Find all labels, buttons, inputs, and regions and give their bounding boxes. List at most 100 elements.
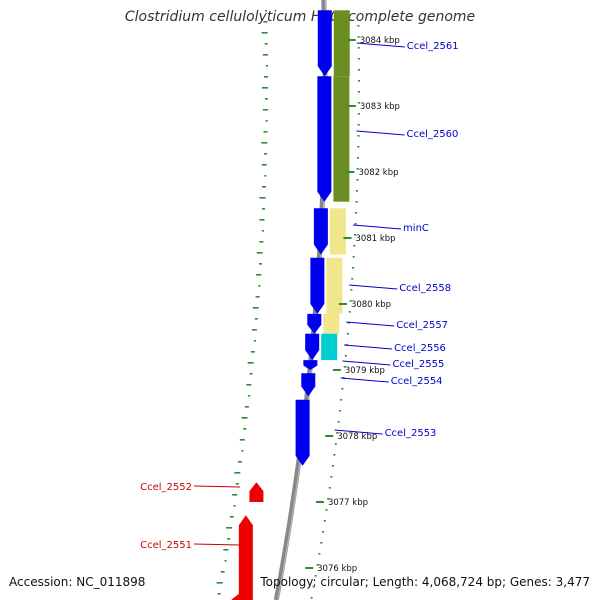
- gc-dot: [265, 120, 268, 122]
- topology-text: Topology: circular; Length: 4,068,724 bp…: [260, 575, 590, 589]
- cds-Ccel_2554: [301, 373, 316, 397]
- gc-dot: [262, 54, 268, 56]
- gc-dot: [256, 274, 262, 276]
- gene-label-Ccel_2554: Ccel_2554: [391, 376, 443, 387]
- cds-minC: [313, 208, 328, 255]
- gc-dot: [357, 36, 360, 38]
- gc-dot: [249, 373, 253, 375]
- gene-label-Ccel_2560: Ccel_2560: [406, 129, 458, 140]
- gene-label-Ccel_2552: Ccel_2552: [140, 482, 192, 493]
- label-line-Ccel_2554: [340, 377, 389, 383]
- gene-label-Ccel_2561: Ccel_2561: [407, 41, 459, 52]
- gc-dot: [351, 278, 354, 280]
- gc-dot: [265, 65, 268, 67]
- tick-label-3080: 3080 kbp: [351, 300, 391, 310]
- gc-content-dots: [216, 10, 360, 599]
- cds-Ccel_2557: [307, 313, 322, 334]
- gene-label-Ccel_2558: Ccel_2558: [399, 283, 451, 294]
- gc-dot: [328, 487, 331, 489]
- gc-dot: [357, 47, 360, 49]
- gc-dot: [233, 505, 236, 507]
- gc-dot: [248, 395, 251, 397]
- gc-dot: [261, 164, 267, 166]
- gc-dot: [357, 102, 360, 104]
- gc-dot: [331, 465, 334, 467]
- gc-dot: [353, 245, 356, 247]
- scale-ticks: 3084 kbp 3083 kbp 3082 kbp 3081 kbp 3080 kbp…: [305, 36, 400, 574]
- cog-minC: [329, 208, 346, 255]
- gene-label-Ccel_2553: Ccel_2553: [385, 428, 437, 439]
- tick-label-3076: 3076 kbp: [317, 564, 357, 574]
- gc-dot: [350, 289, 353, 291]
- gc-dot: [227, 538, 231, 540]
- gc-dot: [237, 461, 242, 463]
- gene-labels: Ccel_2561 Ccel_2560 minC Ccel_2558 Ccel_2557…: [140, 41, 459, 551]
- gc-dot: [314, 575, 317, 577]
- gc-dot: [357, 58, 360, 60]
- gc-dot: [256, 252, 263, 254]
- gc-dot: [341, 388, 344, 390]
- cds-Ccel_2556: [305, 333, 320, 361]
- gc-dot: [243, 428, 247, 430]
- tick-label-3084: 3084 kbp: [360, 36, 400, 46]
- label-line-Ccel_2558: [349, 284, 398, 290]
- cds-Ccel_2561: [317, 10, 332, 77]
- gc-dot: [252, 307, 259, 309]
- gc-dot: [353, 234, 356, 236]
- gc-dot: [334, 443, 337, 445]
- gc-dot: [312, 586, 315, 588]
- tick-label-3079: 3079 kbp: [345, 366, 385, 376]
- gc-dot: [229, 516, 234, 518]
- gc-dot: [250, 351, 255, 353]
- gc-dot: [261, 142, 268, 144]
- gc-dot: [338, 410, 341, 412]
- gc-dot: [355, 212, 358, 214]
- gc-dot: [261, 32, 268, 34]
- gc-dot: [264, 43, 268, 45]
- gc-dot: [235, 483, 239, 485]
- label-line-Ccel_2551: [193, 543, 241, 546]
- gc-dot: [223, 549, 229, 551]
- label-line-Ccel_2552: [193, 485, 241, 488]
- gc-dot: [357, 91, 360, 93]
- gc-dot: [310, 597, 313, 599]
- cog-Ccel_2557: [323, 313, 340, 334]
- label-line-Ccel_2561: [356, 42, 405, 48]
- gc-dot: [241, 417, 248, 419]
- label-line-Ccel_2556: [344, 344, 393, 350]
- gc-dot: [246, 384, 252, 386]
- gc-dot: [356, 168, 359, 170]
- label-line-Ccel_2553: [334, 429, 383, 435]
- gc-dot: [340, 399, 343, 401]
- gc-dot: [264, 98, 268, 100]
- gc-dot: [259, 197, 266, 199]
- gene-label-Ccel_2556: Ccel_2556: [394, 343, 446, 354]
- gc-dot: [348, 311, 351, 313]
- cds-Ccel_2551: [238, 515, 253, 600]
- gc-dot: [357, 14, 360, 16]
- gc-dot: [239, 439, 245, 441]
- gc-dot: [316, 564, 319, 566]
- tick-label-3081: 3081 kbp: [356, 234, 396, 244]
- gc-dot: [349, 300, 352, 302]
- gc-dot: [357, 69, 360, 71]
- gc-dot: [232, 494, 238, 496]
- gc-dot: [320, 542, 323, 544]
- gc-dot: [263, 76, 268, 78]
- cog-Ccel_2556: [321, 333, 338, 361]
- gc-dot: [263, 21, 268, 23]
- cds-Ccel_2560: [317, 76, 332, 202]
- gc-dot: [262, 208, 266, 210]
- gene-label-Ccel_2555: Ccel_2555: [392, 359, 444, 370]
- gc-dot: [224, 560, 227, 562]
- gc-dot: [330, 476, 333, 478]
- gc-dot: [333, 454, 336, 456]
- cog-features: [321, 10, 350, 361]
- gc-dot: [258, 285, 261, 287]
- gc-dot: [346, 333, 349, 335]
- gc-dot: [216, 582, 223, 584]
- gc-dot: [357, 146, 360, 148]
- gc-dot: [261, 186, 266, 188]
- gc-dot: [357, 124, 360, 126]
